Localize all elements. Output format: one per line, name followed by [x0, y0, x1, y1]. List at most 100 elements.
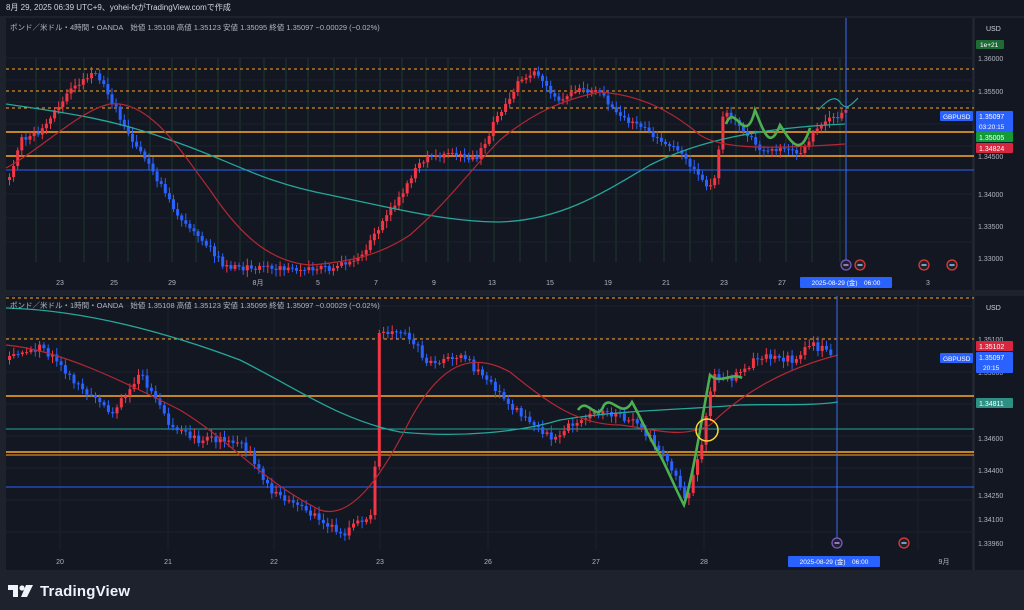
candle [24, 137, 28, 140]
candle [532, 422, 536, 426]
time-tick: 25 [110, 280, 118, 287]
candle [471, 155, 475, 160]
candle [85, 78, 89, 80]
candle [262, 265, 266, 267]
candle [569, 92, 573, 97]
cursor-time-tag [788, 556, 880, 567]
candle [180, 215, 184, 221]
candle [131, 133, 134, 142]
candle [508, 98, 512, 104]
candle [459, 355, 463, 358]
candle [725, 112, 729, 117]
candle [81, 383, 85, 390]
candle [321, 519, 325, 524]
candle [782, 147, 786, 149]
last-price-label: 1.35097 [979, 114, 1004, 121]
candle [352, 260, 356, 262]
tradingview-logo[interactable]: TradingView [8, 578, 130, 604]
candle [553, 93, 557, 97]
time-tick: 26 [484, 559, 492, 566]
highlight-circle [695, 418, 719, 442]
candle [463, 355, 467, 360]
candle [450, 152, 454, 154]
candle [347, 527, 351, 536]
candle [12, 166, 16, 178]
candle [76, 383, 80, 385]
candle [300, 504, 304, 507]
candle [661, 450, 665, 454]
candle [326, 523, 330, 527]
candle [395, 331, 398, 333]
candle [42, 344, 46, 349]
candle [651, 131, 655, 138]
candle [644, 428, 648, 437]
candle [487, 136, 491, 144]
moving-average-teal [5, 307, 839, 435]
candle [622, 413, 626, 421]
candle [519, 408, 523, 417]
candle [214, 436, 218, 443]
zigzag-green [724, 105, 812, 147]
ma-teal-label: 1.34811 [979, 401, 1004, 408]
candle [528, 416, 532, 423]
candle [502, 392, 506, 399]
candle [799, 355, 803, 360]
candle [278, 266, 282, 270]
candle [528, 75, 532, 78]
candle [601, 411, 605, 416]
legend-text: ポンド／米ドル・1時間・OANDA 始値 1.35108 高値 1.35123 … [10, 300, 380, 310]
candle [223, 437, 226, 442]
candle [266, 265, 270, 267]
candle [364, 249, 368, 255]
candle [730, 376, 734, 381]
candle [360, 254, 364, 258]
candle [245, 265, 249, 271]
candle [773, 355, 777, 359]
candle [500, 112, 503, 116]
candle [291, 500, 295, 503]
candle [446, 153, 450, 155]
last-price-label: 1.35097 [979, 355, 1004, 362]
candle [295, 268, 298, 271]
candle [352, 523, 355, 528]
candle [356, 257, 360, 261]
candle [151, 163, 155, 172]
candle [668, 144, 672, 147]
candle [348, 261, 352, 265]
candle [532, 71, 536, 76]
candle [549, 85, 553, 94]
candle [51, 354, 54, 357]
candle [565, 96, 569, 100]
candle [511, 403, 515, 410]
candle [770, 149, 774, 151]
candle [567, 423, 570, 431]
time-tick: 3 [926, 280, 930, 287]
candle [231, 440, 235, 443]
candle [162, 405, 166, 414]
candle [635, 419, 639, 424]
candle [750, 136, 754, 138]
candle [57, 106, 61, 111]
candle [167, 413, 171, 425]
candle [311, 267, 315, 271]
candle [422, 162, 426, 164]
candle [631, 419, 635, 421]
candle [143, 151, 147, 159]
candle [413, 168, 417, 179]
candle [36, 132, 40, 135]
candle [331, 268, 335, 271]
candle [807, 346, 811, 348]
candle [397, 196, 401, 206]
candle [425, 357, 429, 364]
candle [545, 80, 549, 86]
candle [678, 475, 682, 488]
candle [40, 128, 44, 135]
candle [455, 357, 459, 359]
candle [618, 112, 622, 116]
candle [816, 342, 820, 351]
candle [141, 374, 145, 376]
candle [114, 103, 118, 107]
candle [208, 245, 212, 247]
